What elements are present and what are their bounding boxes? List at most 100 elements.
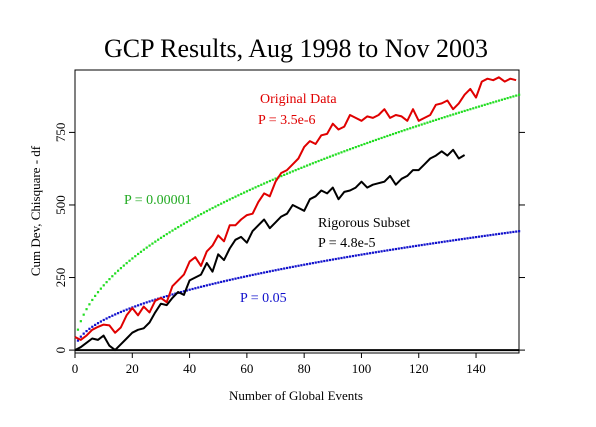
- envelope-point-p_00001: [354, 145, 357, 149]
- envelope-point-p_00001: [197, 214, 200, 217]
- envelope-point-p_00001: [168, 231, 171, 234]
- envelope-point-p_05: [363, 253, 366, 256]
- envelope-point-p_00001: [420, 123, 423, 126]
- envelope-point-p_05: [357, 253, 360, 257]
- envelope-point-p_05: [331, 258, 335, 261]
- envelope-point-p_00001: [446, 115, 449, 118]
- rigorous-subset-pvalue: P = 4.8e-5: [318, 236, 376, 251]
- envelope-point-p_00001: [174, 227, 177, 230]
- envelope-point-p_00001: [300, 166, 303, 169]
- envelope-point-p_05: [151, 299, 154, 302]
- envelope-point-p_05: [334, 257, 337, 261]
- envelope-point-p_00001: [483, 103, 486, 106]
- envelope-point-p_05: [397, 247, 400, 250]
- envelope-point-p_00001: [414, 125, 418, 128]
- envelope-point-p_00001: [228, 198, 231, 201]
- envelope-point-p_05: [205, 284, 208, 287]
- envelope-point-p_00001: [389, 133, 392, 137]
- envelope-point-p_00001: [248, 188, 251, 192]
- envelope-point-p_00001: [371, 139, 375, 143]
- envelope-point-p_05: [271, 269, 274, 272]
- envelope-point-p_05: [423, 243, 426, 246]
- envelope-point-p_00001: [489, 102, 492, 105]
- envelope-point-p_00001: [251, 187, 254, 190]
- envelope-point-p_05: [194, 287, 197, 290]
- envelope-point-p_05: [134, 305, 137, 308]
- envelope-point-p_05: [320, 260, 323, 263]
- envelope-point-p_05: [105, 317, 108, 320]
- envelope-point-p_00001: [217, 204, 220, 207]
- envelope-point-p_00001: [495, 100, 498, 103]
- envelope-point-p_05: [497, 232, 501, 236]
- envelope-point-p_00001: [457, 111, 461, 114]
- envelope-point-p_00001: [454, 112, 458, 115]
- envelope-point-p_05: [348, 255, 352, 258]
- envelope-point-p_00001: [82, 313, 85, 316]
- envelope-point-p_05: [477, 235, 481, 238]
- envelope-point-p_00001: [475, 106, 478, 109]
- envelope-point-p_00001: [194, 216, 197, 219]
- envelope-point-p_05: [263, 271, 266, 274]
- envelope-point-p_00001: [331, 154, 335, 157]
- envelope-point-p_00001: [119, 267, 123, 270]
- envelope-point-p_00001: [409, 127, 412, 130]
- envelope-point-p_00001: [257, 184, 260, 188]
- envelope-point-p_00001: [360, 143, 363, 147]
- envelope-point-p_00001: [323, 157, 326, 160]
- envelope-point-p_05: [503, 232, 506, 235]
- envelope-point-p_00001: [480, 104, 483, 107]
- envelope-point-p_05: [288, 266, 292, 269]
- envelope-point-p_00001: [128, 259, 131, 262]
- envelope-point-p_00001: [142, 248, 145, 251]
- envelope-point-p_05: [94, 323, 97, 327]
- envelope-point-p_05: [260, 272, 263, 275]
- envelope-point-p_00001: [265, 181, 269, 184]
- envelope-point-p_05: [188, 288, 191, 291]
- x-axis-ticks: 0 20 40 60 80 100 120 140: [72, 353, 486, 376]
- envelope-point-p_00001: [191, 217, 194, 220]
- series-line-original-data: [74, 76, 517, 341]
- envelope-point-p_00001: [234, 195, 237, 198]
- envelope-point-p_05: [283, 267, 286, 270]
- envelope-point-p_00001: [208, 208, 211, 211]
- envelope-point-p_05: [469, 236, 472, 240]
- envelope-point-p_05: [211, 282, 214, 286]
- envelope-point-p_00001: [159, 236, 163, 239]
- envelope-point-p_05: [265, 270, 269, 274]
- envelope-point-p_00001: [79, 320, 82, 323]
- envelope-point-p_05: [389, 248, 392, 252]
- envelope-point-p_00001: [320, 158, 323, 162]
- envelope-point-p_00001: [343, 150, 346, 153]
- envelope-point-p_00001: [139, 250, 143, 253]
- envelope-point-p_05: [452, 239, 455, 242]
- y-axis-ticks: 0 250 500 750: [53, 123, 525, 353]
- envelope-point-p_00001: [426, 121, 429, 124]
- envelope-point-p_00001: [374, 138, 377, 142]
- envelope-point-p_00001: [288, 171, 292, 174]
- envelope-point-p_00001: [105, 281, 108, 284]
- envelope-point-p_05: [245, 275, 249, 278]
- envelope-point-p_00001: [114, 272, 117, 275]
- envelope-point-p_05: [228, 278, 231, 282]
- envelope-point-p_00001: [165, 233, 168, 236]
- envelope-point-p_00001: [125, 262, 128, 265]
- envelope-point-p_05: [426, 243, 429, 246]
- envelope-point-p_00001: [145, 246, 148, 249]
- envelope-point-p_00001: [94, 294, 97, 298]
- envelope-point-p_00001: [137, 252, 140, 256]
- envelope-point-p_05: [237, 276, 240, 280]
- envelope-point-p_00001: [403, 129, 406, 132]
- envelope-point-p_00001: [237, 194, 240, 197]
- p05-label: P = 0.05: [240, 291, 287, 306]
- envelope-point-p_05: [383, 249, 386, 252]
- envelope-point-p_00001: [283, 173, 286, 177]
- envelope-point-p_05: [254, 273, 257, 276]
- envelope-point-p_05: [515, 230, 518, 233]
- envelope-point-p_00001: [391, 132, 395, 136]
- envelope-point-p_05: [434, 241, 438, 245]
- envelope-point-p_05: [128, 307, 131, 310]
- envelope-point-p_00001: [303, 165, 306, 168]
- envelope-point-p_05: [208, 283, 211, 286]
- envelope-point-p_00001: [185, 220, 188, 224]
- envelope-point-p_00001: [134, 255, 137, 258]
